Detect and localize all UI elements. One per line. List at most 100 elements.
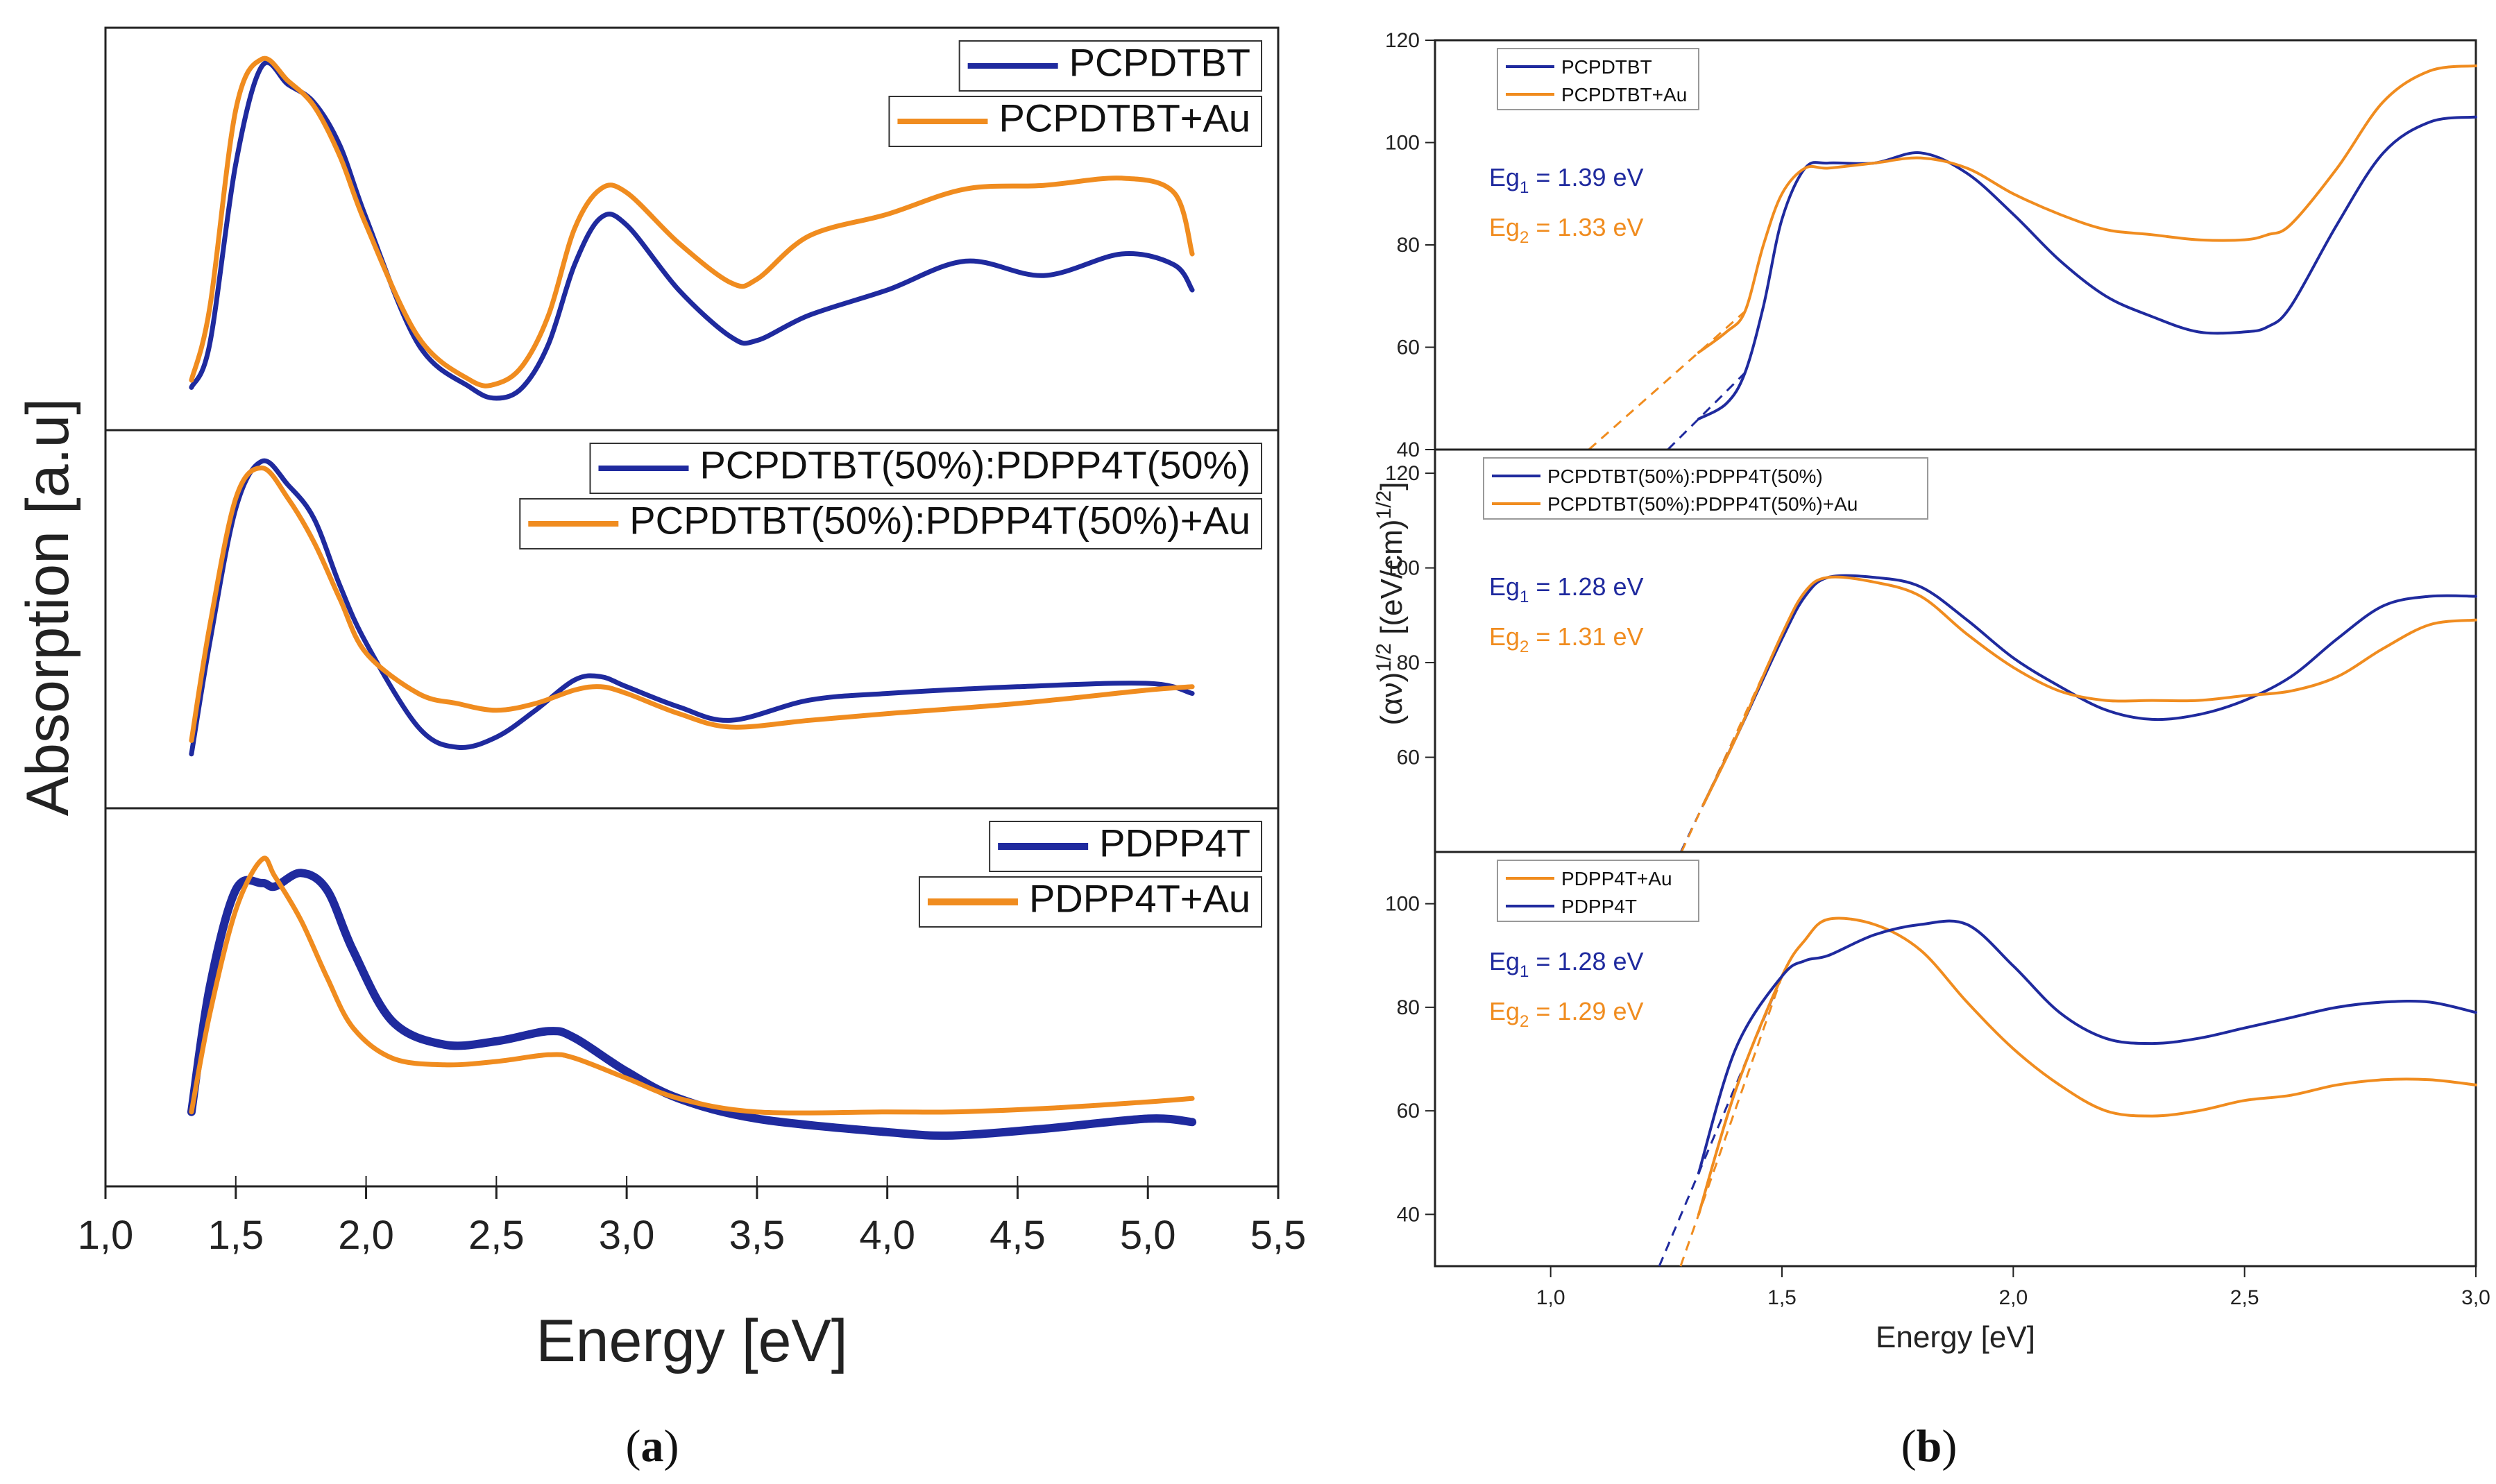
x-tick-label: 1,0: [78, 1213, 134, 1258]
legend-label: PDPP4T: [1099, 821, 1250, 864]
subplot-b1: 40 60 80 100 120 PCPDTBT PCPDTBT+Au Eg1 = 1.39 …: [1385, 29, 2477, 461]
ylabel-part: (αν): [1375, 672, 1409, 726]
bandgap-annotation: Eg2 = 1.33 eV: [1489, 213, 1644, 247]
x-tick-label: 2,5: [2230, 1286, 2259, 1309]
plot-frame-a: [104, 26, 1280, 1188]
legend-box: [918, 876, 1262, 928]
ylabel-sup: 1/2: [1373, 643, 1395, 672]
annotation-value: = 1.39 eV: [1529, 163, 1643, 191]
bandgap-annotation: Eg2 = 1.29 eV: [1489, 997, 1644, 1031]
annotation-main: Eg: [1489, 997, 1520, 1025]
subplot-a1: PCPDTBT PCPDTBT+Au: [189, 40, 1262, 401]
annotation-main: Eg: [1489, 213, 1520, 241]
legend-box: [589, 443, 1262, 494]
y-tick-label: 80: [1397, 996, 1420, 1019]
annotation-value: = 1.31 eV: [1529, 622, 1643, 651]
x-tick-label: 2,0: [1998, 1286, 2028, 1309]
x-tick-label: 2,5: [468, 1213, 525, 1258]
legend-label: PCPDTBT: [1561, 56, 1652, 78]
series-line-1: [1701, 575, 2477, 806]
series-line-0: [189, 458, 1195, 757]
panel-a: PCPDTBT PCPDTBT+Au PCPDTBT(50%):PDPP4T(50%…: [15, 26, 1307, 1374]
subplot-a3: PDPP4T PDPP4T+Au: [105, 807, 1278, 1140]
legend: PCPDTBT PCPDTBT+Au: [1497, 48, 1699, 110]
y-tick-label: 80: [1397, 651, 1420, 674]
tangent-line: [1588, 310, 1746, 451]
annotation-value: = 1.33 eV: [1529, 213, 1643, 241]
x-tick-label: 3,0: [2461, 1286, 2490, 1309]
legend: PCPDTBT(50%):PDPP4T(50%) PCPDTBT(50%):PDP…: [1483, 457, 1928, 520]
legend-frame: [1497, 48, 1699, 110]
x-tick-label: 3,0: [599, 1213, 655, 1258]
legend-label: PDPP4T+Au: [1029, 876, 1250, 920]
legend-label: PDPP4T: [1561, 896, 1637, 917]
legend-label: PCPDTBT(50%):PDPP4T(50%): [1547, 466, 1823, 487]
y-tick-label: 100: [1385, 557, 1420, 580]
annotation-main: Eg: [1489, 947, 1520, 975]
series-line-0: [187, 869, 1197, 1140]
annotation-main: Eg: [1489, 572, 1520, 601]
annotation-value: = 1.28 eV: [1529, 947, 1643, 975]
y-tick-label: 120: [1385, 462, 1420, 485]
annotation-sub: 2: [1520, 1012, 1529, 1031]
y-axis-label-a: Absorption [a.u]: [15, 398, 81, 816]
legend-frame: [1483, 457, 1928, 520]
y-tick-label: 60: [1397, 336, 1420, 359]
y-tick-label: 100: [1385, 132, 1420, 155]
y-tick-label: 40: [1397, 438, 1420, 461]
legend-label: PCPDTBT(50%):PDPP4T(50%): [699, 443, 1250, 486]
x-tick-label: 1,0: [1536, 1286, 1565, 1309]
subplot-a2: PCPDTBT(50%):PDPP4T(50%) PCPDTBT(50%):PDP…: [105, 429, 1278, 757]
series-line-1: [1697, 919, 2477, 1175]
tangent-line: [1667, 372, 1746, 451]
annotation-main: Eg: [1489, 622, 1520, 651]
bandgap-annotation: Eg1 = 1.28 eV: [1489, 947, 1644, 981]
annotation-sub: 2: [1520, 638, 1529, 656]
x-tick-label: 3,5: [729, 1213, 786, 1258]
x-axis-label-b: Energy [eV]: [1876, 1320, 2035, 1354]
annotation-value: = 1.28 eV: [1529, 572, 1643, 601]
legend-label: PCPDTBT(50%):PDPP4T(50%)+Au: [1547, 493, 1858, 515]
y-tick-label: 60: [1397, 747, 1420, 769]
ylabel-part: [(eV/cm): [1375, 520, 1409, 643]
y-axis-label-b: (αν)1/2 [(eV/cm)1/2]: [1373, 482, 1409, 726]
y-tick-label: 100: [1385, 893, 1420, 916]
legend-label: PCPDTBT+Au: [1561, 84, 1687, 105]
x-tick-label: 4,5: [990, 1213, 1046, 1258]
annotation-sub: 1: [1520, 178, 1529, 197]
y-tick-label: 120: [1385, 29, 1420, 52]
series-line-1: [189, 56, 1195, 389]
x-tick-label: 2,0: [338, 1213, 394, 1258]
annotation-value: = 1.29 eV: [1529, 997, 1643, 1025]
annotation-sub: 2: [1520, 228, 1529, 247]
annotation-sub: 1: [1520, 588, 1529, 606]
annotation-main: Eg: [1489, 163, 1520, 191]
legend-label: PCPDTBT: [1069, 40, 1250, 84]
legend-label: PCPDTBT(50%):PDPP4T(50%)+Au: [629, 498, 1250, 542]
ylabel-part: ]: [1375, 482, 1409, 491]
legend: PDPP4T+Au PDPP4T: [1497, 860, 1699, 922]
legend-frame: [1497, 860, 1699, 922]
series-line-1: [189, 466, 1195, 743]
x-tick-label: 1,5: [1767, 1286, 1797, 1309]
x-tick-label: 5,0: [1120, 1213, 1176, 1258]
series-line-0: [1697, 916, 2477, 1216]
x-tick-label: 4,0: [859, 1213, 915, 1258]
x-tick-label: 1,5: [207, 1213, 264, 1258]
y-tick-label: 40: [1397, 1203, 1420, 1226]
series-line-0: [1697, 115, 2477, 420]
x-axis-label-a: Energy [eV]: [536, 1308, 847, 1374]
tangent-line: [1679, 975, 1783, 1267]
legend-label: PDPP4T+Au: [1561, 868, 1672, 889]
caption-b: (b): [1901, 1421, 1958, 1472]
x-tick-label: 5,5: [1250, 1213, 1307, 1258]
series-line-1: [189, 855, 1195, 1116]
tangent-line: [1658, 975, 1783, 1267]
legend-label: PCPDTBT+Au: [999, 96, 1250, 139]
legend-box: [519, 498, 1262, 549]
ylabel-sup: 1/2: [1373, 491, 1395, 520]
y-tick-label: 80: [1397, 234, 1420, 257]
